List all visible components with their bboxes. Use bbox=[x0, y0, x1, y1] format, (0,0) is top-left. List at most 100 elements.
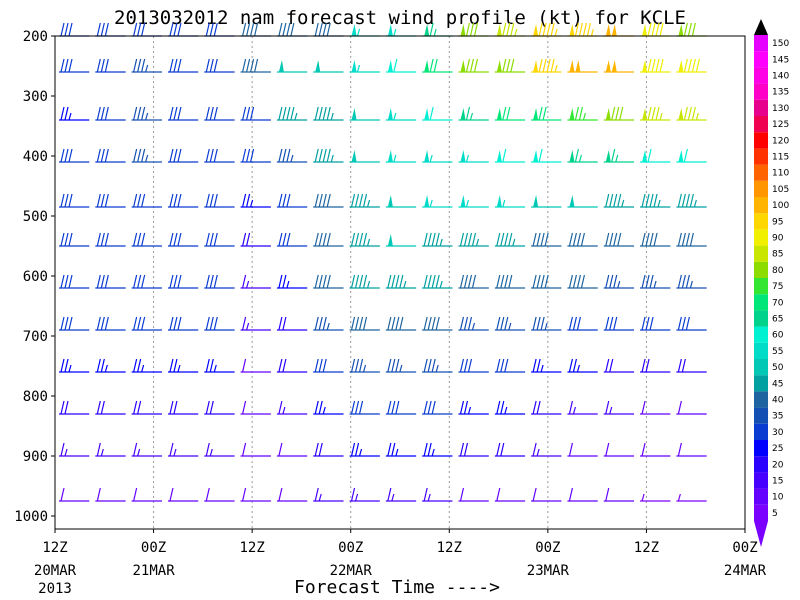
barb-p830-c10 bbox=[422, 400, 453, 415]
barb-p690-c1 bbox=[95, 316, 126, 331]
plot-frame bbox=[54, 35, 746, 530]
barb-p550-c10 bbox=[422, 232, 453, 247]
colorbar-swatch-135 bbox=[754, 83, 768, 100]
barb-p410-c9 bbox=[385, 150, 417, 163]
barb-p410-c5 bbox=[240, 148, 271, 163]
barb-p690-c13 bbox=[531, 316, 562, 331]
barb-p760-c1 bbox=[95, 358, 126, 373]
barb-p690-c6 bbox=[276, 316, 308, 331]
y-tick-label-1: 300 bbox=[23, 89, 48, 105]
barb-p975-c9 bbox=[385, 487, 417, 502]
x-tick-time-5: 00Z bbox=[535, 540, 560, 556]
barb-p260-c17 bbox=[676, 58, 707, 73]
barb-p900-c2 bbox=[131, 442, 162, 457]
barb-p620-c17 bbox=[676, 274, 707, 289]
barb-p900-c0 bbox=[59, 442, 90, 457]
barb-p620-c4 bbox=[204, 274, 235, 289]
barb-p550-c9 bbox=[385, 234, 417, 247]
x-tick-time-4: 12Z bbox=[437, 540, 462, 556]
colorbar-swatch-35 bbox=[754, 407, 768, 424]
barb-p900-c15 bbox=[603, 442, 635, 457]
barb-p340-c10 bbox=[422, 106, 453, 121]
barb-p485-c15 bbox=[603, 193, 635, 208]
barb-p550-c17 bbox=[676, 232, 707, 247]
barb-p975-c0 bbox=[59, 487, 90, 502]
colorbar-label-65: 65 bbox=[772, 315, 783, 325]
barb-p620-c9 bbox=[385, 274, 417, 289]
colorbar-label-75: 75 bbox=[772, 282, 783, 292]
barb-p410-c3 bbox=[167, 148, 199, 163]
barb-p485-c8 bbox=[349, 193, 380, 208]
colorbar-label-95: 95 bbox=[772, 217, 783, 227]
barb-p340-c16 bbox=[640, 106, 671, 121]
colorbar-label-25: 25 bbox=[772, 444, 783, 454]
barb-p550-c3 bbox=[167, 232, 199, 247]
y-tick-label-4: 600 bbox=[23, 269, 48, 285]
colorbar-label-60: 60 bbox=[772, 331, 784, 341]
barb-p485-c14 bbox=[567, 195, 598, 208]
colorbar-label-145: 145 bbox=[772, 55, 789, 65]
colorbar-swatch-40 bbox=[754, 391, 768, 408]
colorbar-label-80: 80 bbox=[772, 266, 784, 276]
barb-p340-c13 bbox=[531, 106, 562, 121]
colorbar-label-130: 130 bbox=[772, 104, 789, 114]
barb-p900-c4 bbox=[204, 442, 235, 457]
barb-p485-c11 bbox=[458, 195, 489, 208]
barb-p410-c6 bbox=[276, 148, 308, 163]
colorbar-label-140: 140 bbox=[772, 72, 789, 82]
barb-p830-c8 bbox=[349, 400, 380, 415]
barb-p690-c16 bbox=[640, 316, 671, 331]
barb-p830-c13 bbox=[531, 400, 562, 415]
barb-p260-c4 bbox=[204, 58, 235, 73]
barb-p550-c0 bbox=[59, 232, 90, 247]
barb-p340-c0 bbox=[59, 106, 90, 121]
barb-p620-c5 bbox=[240, 274, 271, 289]
barb-p690-c11 bbox=[458, 316, 489, 331]
barb-p975-c5 bbox=[240, 487, 271, 502]
barb-p975-c7 bbox=[313, 487, 344, 502]
barb-p900-c16 bbox=[640, 442, 671, 457]
barb-p760-c15 bbox=[603, 358, 635, 373]
colorbar-swatch-75 bbox=[754, 278, 768, 295]
x-tick-date-5: 23MAR bbox=[527, 563, 570, 579]
barb-p760-c10 bbox=[422, 358, 453, 373]
colorbar-swatch-90 bbox=[754, 229, 768, 246]
x-axis-label: Forecast Time ----> bbox=[294, 577, 500, 598]
barb-p260-c10 bbox=[422, 58, 453, 73]
barb-p975-c1 bbox=[95, 487, 126, 502]
colorbar-swatch-80 bbox=[754, 261, 768, 278]
barb-p550-c11 bbox=[458, 232, 489, 247]
barb-p340-c7 bbox=[313, 106, 344, 121]
barb-p690-c14 bbox=[567, 316, 598, 331]
colorbar-label-50: 50 bbox=[772, 363, 784, 373]
colorbar-swatch-145 bbox=[754, 51, 768, 68]
colorbar-swatch-55 bbox=[754, 342, 768, 359]
barb-p900-c3 bbox=[167, 442, 199, 457]
barb-p760-c8 bbox=[349, 358, 380, 373]
x-tick-time-3: 00Z bbox=[338, 540, 363, 556]
barb-p760-c6 bbox=[276, 358, 308, 373]
barb-p620-c8 bbox=[349, 274, 380, 289]
barb-p760-c13 bbox=[531, 358, 562, 373]
wind-barbs bbox=[59, 22, 707, 502]
barb-p410-c17 bbox=[676, 148, 707, 163]
barb-p550-c8 bbox=[349, 232, 380, 247]
barb-p975-c4 bbox=[204, 487, 235, 502]
barb-p340-c8 bbox=[349, 108, 380, 121]
barb-p485-c4 bbox=[204, 193, 235, 208]
barb-p620-c6 bbox=[276, 274, 308, 289]
barb-p830-c3 bbox=[167, 400, 199, 415]
y-tick-label-5: 700 bbox=[23, 329, 48, 345]
barb-p690-c9 bbox=[385, 316, 417, 331]
barb-p900-c10 bbox=[422, 442, 453, 457]
barb-p690-c10 bbox=[422, 316, 453, 331]
barb-p260-c8 bbox=[349, 60, 380, 73]
barb-p760-c17 bbox=[676, 358, 707, 373]
barb-p760-c14 bbox=[567, 358, 598, 373]
barb-p260-c12 bbox=[494, 58, 526, 73]
colorbar-swatch-65 bbox=[754, 310, 768, 327]
barb-p620-c13 bbox=[531, 274, 562, 289]
barb-p550-c5 bbox=[240, 232, 271, 247]
barb-p340-c1 bbox=[95, 106, 126, 121]
barb-p760-c5 bbox=[240, 358, 271, 373]
